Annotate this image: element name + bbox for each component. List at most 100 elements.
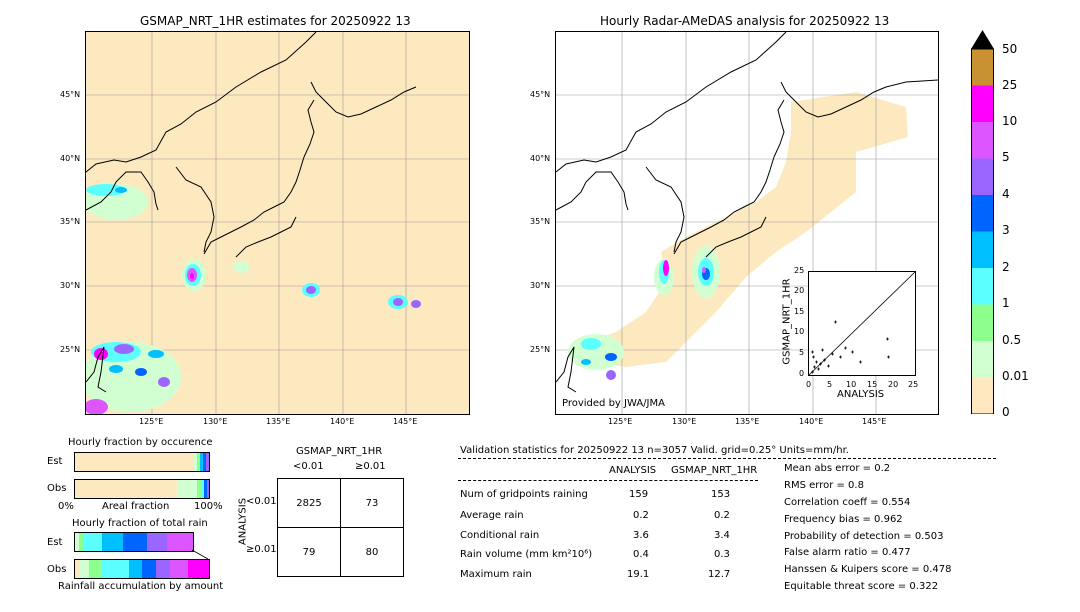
- right-lon-tick: 145°E: [862, 417, 887, 426]
- right-map-rain: [568, 246, 720, 380]
- colorbar-label: 25: [1002, 78, 1018, 92]
- occurrence-est-label: Est: [47, 456, 63, 467]
- validation-row-gsmap: 3.4: [714, 530, 730, 541]
- left-lat-tick: 35°N: [60, 217, 81, 226]
- scatter-inset: [808, 271, 916, 376]
- colorbar-segment: [971, 195, 994, 232]
- validation-row-label: Rain volume (mm km²10⁶): [460, 549, 593, 560]
- colorbar-extend-arrow: [971, 30, 994, 49]
- left-map: [85, 31, 470, 415]
- colorbar-segment: [971, 268, 994, 305]
- validation-row-analysis: 0.4: [633, 549, 649, 560]
- scatter-ytick: 10: [794, 327, 805, 336]
- total-rain-obs-bar: [74, 559, 210, 579]
- left-map-title: GSMAP_NRT_1HR estimates for 20250922 13: [140, 14, 411, 28]
- left-lon-tick: 130°E: [203, 417, 228, 426]
- contingency-cell: 80: [340, 527, 404, 577]
- validation-header: Validation statistics for 20250922 13 n=…: [460, 445, 849, 456]
- left-lon-tick: 145°E: [393, 417, 418, 426]
- validation-row-label: Conditional rain: [460, 530, 540, 541]
- validation-row-analysis: 3.6: [633, 530, 649, 541]
- left-map-graphic: [86, 32, 469, 414]
- score-line: Probability of detection = 0.503: [784, 531, 944, 542]
- validation-divider: [458, 458, 996, 459]
- scatter-plot: [808, 271, 916, 376]
- scatter-diagonal: [808, 271, 916, 376]
- colorbar-segment: [971, 377, 994, 414]
- score-line: Equitable threat score = 0.322: [784, 581, 939, 592]
- colorbar-segment: [971, 341, 994, 378]
- colorbar-segment: [971, 304, 994, 341]
- colorbar-label: 2: [1002, 260, 1010, 274]
- colorbar-segment: [971, 49, 994, 86]
- score-line: Hanssen & Kuipers score = 0.478: [784, 564, 952, 575]
- colorbar-label: 50: [1002, 42, 1018, 56]
- contingency-cell: 79: [277, 527, 341, 577]
- colorbar-graphic: [971, 30, 994, 415]
- scatter-points: [811, 320, 890, 374]
- right-lon-tick: 130°E: [672, 417, 697, 426]
- scatter-xtick: 0: [806, 380, 812, 389]
- right-lat-tick: 45°N: [530, 90, 551, 99]
- score-line: Frequency bias = 0.962: [784, 514, 903, 525]
- total-rain-est-label: Est: [47, 537, 63, 548]
- occurrence-est-bar: [74, 452, 210, 472]
- right-map-coverage: [586, 92, 908, 367]
- contingency-col-ge: ≥0.01: [355, 461, 386, 472]
- contingency-cell: 2825: [277, 478, 341, 528]
- scatter-ytick: 15: [794, 307, 805, 316]
- validation-row-label: Num of gridpoints raining: [460, 489, 588, 500]
- colorbar-segment: [971, 85, 994, 122]
- right-lat-tick: 40°N: [530, 154, 551, 163]
- scatter-ytick: 0: [799, 369, 805, 378]
- validation-row-analysis: 0.2: [633, 510, 649, 521]
- colorbar-segment: [971, 231, 994, 268]
- colorbar-label: 3: [1002, 223, 1010, 237]
- occurrence-title: Hourly fraction by occurence: [68, 437, 213, 448]
- right-map-title: Hourly Radar-AMeDAS analysis for 2025092…: [600, 14, 890, 28]
- occurrence-axis-mid: Areal fraction: [102, 501, 170, 512]
- total-rain-obs-label: Obs: [47, 564, 67, 575]
- contingency-header: GSMAP_NRT_1HR: [296, 446, 383, 457]
- left-map-rain: [86, 184, 421, 414]
- right-map-coastline: [556, 32, 938, 393]
- validation-row-gsmap: 12.7: [708, 569, 731, 580]
- occurrence-obs-bar: [74, 479, 210, 499]
- total-rain-connector: [191, 549, 209, 560]
- colorbar-label: 4: [1002, 187, 1010, 201]
- colorbar-segment: [971, 122, 994, 159]
- occurrence-axis-right: 100%: [194, 501, 223, 512]
- colorbar-label: 1: [1002, 296, 1010, 310]
- scatter-xtick: 15: [867, 380, 878, 389]
- right-lat-tick: 25°N: [530, 345, 551, 354]
- validation-col-divider: [458, 480, 758, 481]
- left-lat-tick: 40°N: [60, 154, 81, 163]
- left-map-gridlines: [86, 32, 469, 414]
- scatter-ytick: 20: [794, 286, 805, 295]
- colorbar: [971, 30, 994, 415]
- right-lat-tick: 35°N: [530, 217, 551, 226]
- colorbar-label: 5: [1002, 150, 1010, 164]
- colorbar-label: 0.01: [1002, 369, 1029, 383]
- colorbar-label: 0.5: [1002, 333, 1022, 347]
- score-line: False alarm ratio = 0.477: [784, 547, 911, 558]
- validation-col-analysis: ANALYSIS: [609, 465, 657, 476]
- score-line: Correlation coeff = 0.554: [784, 497, 911, 508]
- left-lon-tick: 125°E: [139, 417, 164, 426]
- colorbar-label: 0: [1002, 405, 1010, 419]
- contingency-col-lt: <0.01: [293, 461, 324, 472]
- left-lat-tick: 30°N: [60, 281, 81, 290]
- scatter-xtick: 25: [908, 380, 919, 389]
- map-credit: Provided by JWA/JMA: [562, 398, 665, 409]
- left-lat-tick: 25°N: [60, 345, 81, 354]
- validation-row-label: Maximum rain: [460, 569, 532, 580]
- left-lat-tick: 45°N: [60, 90, 81, 99]
- validation-row-gsmap: 0.3: [714, 549, 730, 560]
- right-lon-tick: 135°E: [735, 417, 760, 426]
- total-rain-est-bar: [74, 532, 194, 552]
- scatter-xtick: 10: [846, 380, 857, 389]
- contingency-row-ge: ≥0.01: [246, 544, 277, 555]
- right-lat-tick: 30°N: [530, 281, 551, 290]
- contingency-cell: 73: [340, 478, 404, 528]
- colorbar-label: 10: [1002, 114, 1018, 128]
